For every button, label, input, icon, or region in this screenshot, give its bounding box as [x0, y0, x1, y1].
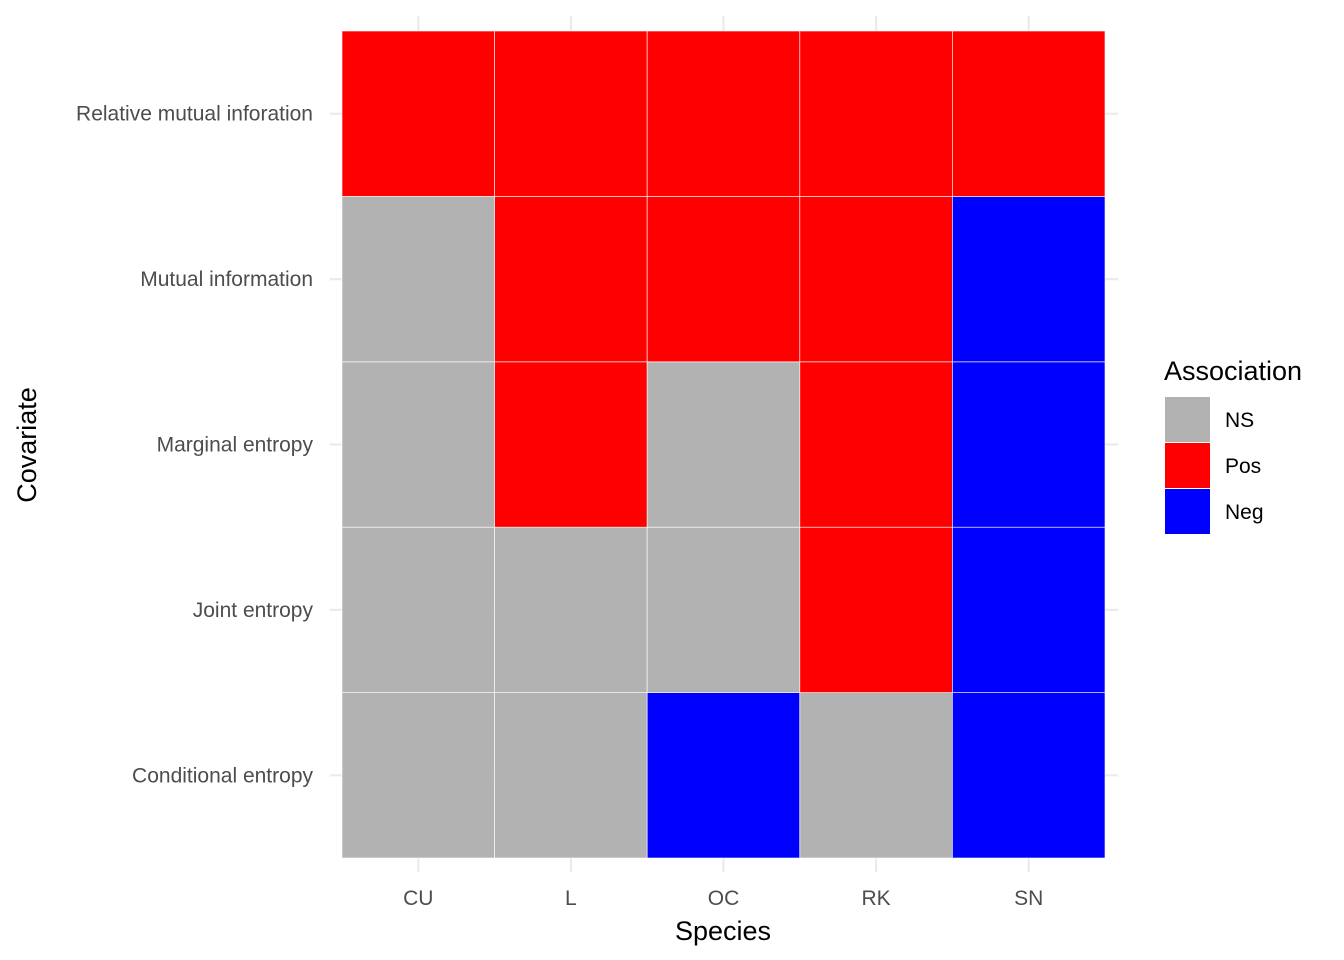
y-tick-label: Joint entropy: [193, 599, 314, 622]
heatmap-tile: [646, 526, 801, 694]
heatmap-tile: [646, 30, 801, 197]
y-tick-label: Marginal entropy: [157, 434, 314, 457]
heatmap-tile: [952, 30, 1106, 197]
heatmap-tile: [494, 30, 648, 197]
heatmap-tile: [952, 526, 1106, 694]
heatmap-tile: [799, 30, 953, 197]
x-tick-label: OC: [708, 887, 740, 910]
legend-swatch: [1165, 397, 1210, 442]
heatmap-tile: [494, 526, 648, 694]
heatmap-tile: [494, 361, 648, 528]
legend-swatch: [1165, 443, 1210, 488]
heatmap-tile: [799, 361, 953, 528]
heatmap-tile: [952, 195, 1106, 363]
heatmap-tile: [494, 195, 648, 363]
heatmap-tile: [799, 526, 953, 694]
y-axis-title: Covariate: [12, 387, 42, 503]
x-axis-ticks: CU L OC RK SN: [403, 887, 1043, 910]
legend-title: Association: [1164, 356, 1302, 386]
y-tick-label: Conditional entropy: [132, 764, 313, 787]
x-axis-title: Species: [675, 916, 771, 946]
legend: Association NS Pos Neg: [1164, 356, 1302, 534]
y-tick-label: Mutual information: [140, 268, 313, 291]
x-tick-label: L: [565, 887, 577, 910]
heatmap-tile: [799, 195, 953, 363]
heatmap-tile: [494, 692, 648, 859]
legend-label: NS: [1225, 409, 1254, 432]
heatmap-tile: [341, 692, 496, 859]
legend-entries: NS Pos Neg: [1165, 397, 1264, 534]
x-tick-label: SN: [1014, 887, 1043, 910]
y-tick-label: Relative mutual inforation: [76, 103, 313, 126]
heatmap-tile: [952, 692, 1106, 859]
heatmap-tile: [341, 195, 496, 363]
y-axis-ticks: Conditional entropy Joint entropy Marginal…: [76, 103, 313, 788]
heatmap-tile: [341, 30, 496, 197]
x-tick-label: RK: [862, 887, 891, 910]
legend-label: Pos: [1225, 455, 1261, 478]
heatmap-tile: [341, 361, 496, 528]
heatmap-tile: [799, 692, 953, 859]
heatmap-tile: [646, 195, 801, 363]
heatmap-tile: [646, 692, 801, 859]
heatmap-tile: [952, 361, 1106, 528]
heatmap-tile: [646, 361, 801, 528]
x-tick-label: CU: [403, 887, 433, 910]
legend-swatch: [1165, 489, 1210, 534]
legend-label: Neg: [1225, 501, 1264, 524]
heatmap-tiles: [341, 30, 1106, 859]
heatmap-tile: [341, 526, 496, 694]
